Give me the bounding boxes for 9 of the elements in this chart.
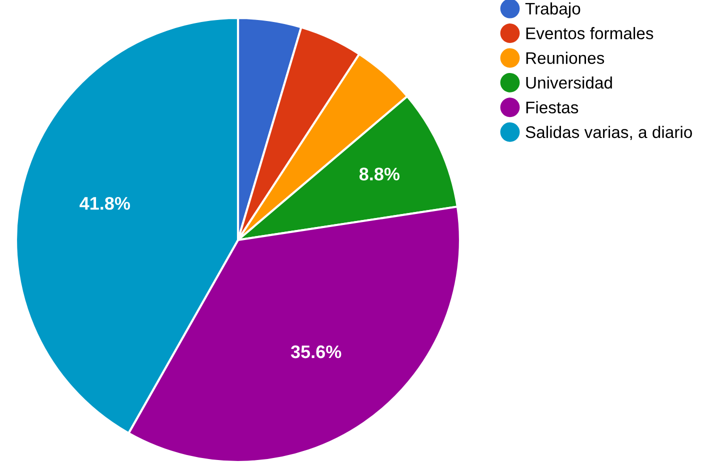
legend-label: Trabajo	[525, 2, 580, 18]
legend-label: Salidas varias, a diario	[526, 126, 692, 140]
legend-label: Reuniones	[526, 52, 604, 64]
data-label: 8.8%	[359, 168, 400, 180]
legend-label: Eventos formales	[526, 27, 654, 40]
legend-label: Universidad	[526, 76, 612, 89]
data-label: 41.8%	[80, 196, 130, 210]
legend-label: Fiestas	[526, 101, 578, 114]
data-label: 35.6%	[290, 345, 342, 358]
